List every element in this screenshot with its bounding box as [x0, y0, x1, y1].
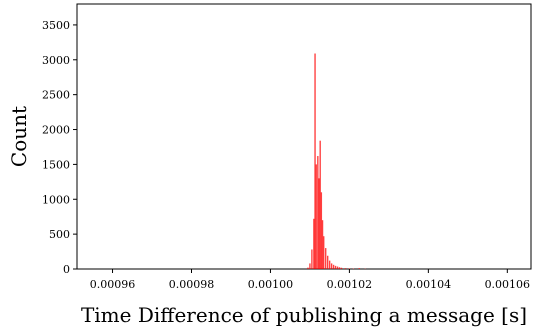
x-tick-label: 0.00102	[327, 278, 373, 291]
y-tick-label: 3500	[42, 19, 70, 32]
y-tick-label: 3000	[42, 54, 70, 67]
histogram-bar	[311, 249, 313, 269]
x-tick-label: 0.00100	[248, 278, 294, 291]
y-tick-label: 2000	[42, 124, 70, 137]
histogram-bar	[307, 267, 309, 269]
y-axis-label: Count	[7, 106, 31, 167]
y-axis-ticks: 0 500 1000 1500 2000 2500 3000 3500	[42, 19, 77, 276]
y-tick-label: 2500	[42, 89, 70, 102]
histogram-bar	[313, 218, 315, 269]
histogram-bar	[314, 53, 316, 270]
histogram-bar	[348, 268, 351, 269]
histogram-bar	[338, 267, 341, 269]
y-tick-label: 1000	[42, 193, 70, 206]
x-tick-label: 0.00098	[169, 278, 215, 291]
histogram-bars	[307, 53, 366, 270]
histogram-bar	[319, 140, 321, 269]
histogram-bar	[309, 263, 311, 269]
y-tick-label: 500	[49, 228, 70, 241]
histogram-bar	[318, 178, 320, 269]
histogram-bar	[330, 263, 333, 269]
histogram-bar	[323, 236, 325, 269]
histogram-bar	[344, 268, 347, 269]
histogram-bar	[325, 248, 327, 269]
histogram-bar	[321, 220, 324, 269]
plot-area-frame	[76, 3, 532, 270]
x-tick-label: 0.00106	[485, 278, 531, 291]
x-tick-label: 0.00104	[406, 278, 452, 291]
histogram-bar	[332, 264, 335, 269]
histogram-bar	[340, 267, 343, 269]
histogram-bar	[328, 260, 331, 269]
histogram-bar	[358, 268, 360, 269]
histogram-bar	[336, 266, 339, 269]
histogram-bar	[327, 255, 329, 269]
x-tick-label: 0.00096	[90, 278, 136, 291]
histogram-bar	[317, 156, 319, 269]
histogram-bar	[320, 192, 323, 269]
x-axis-ticks: 0.00096 0.00098 0.00100 0.00102 0.00104 0.001…	[90, 269, 530, 291]
histogram-bar	[334, 265, 337, 269]
histogram-bar	[315, 164, 317, 269]
y-tick-label: 0	[63, 263, 70, 276]
y-tick-label: 1500	[42, 158, 70, 171]
x-axis-label: Time Difference of publishing a message …	[81, 303, 527, 327]
